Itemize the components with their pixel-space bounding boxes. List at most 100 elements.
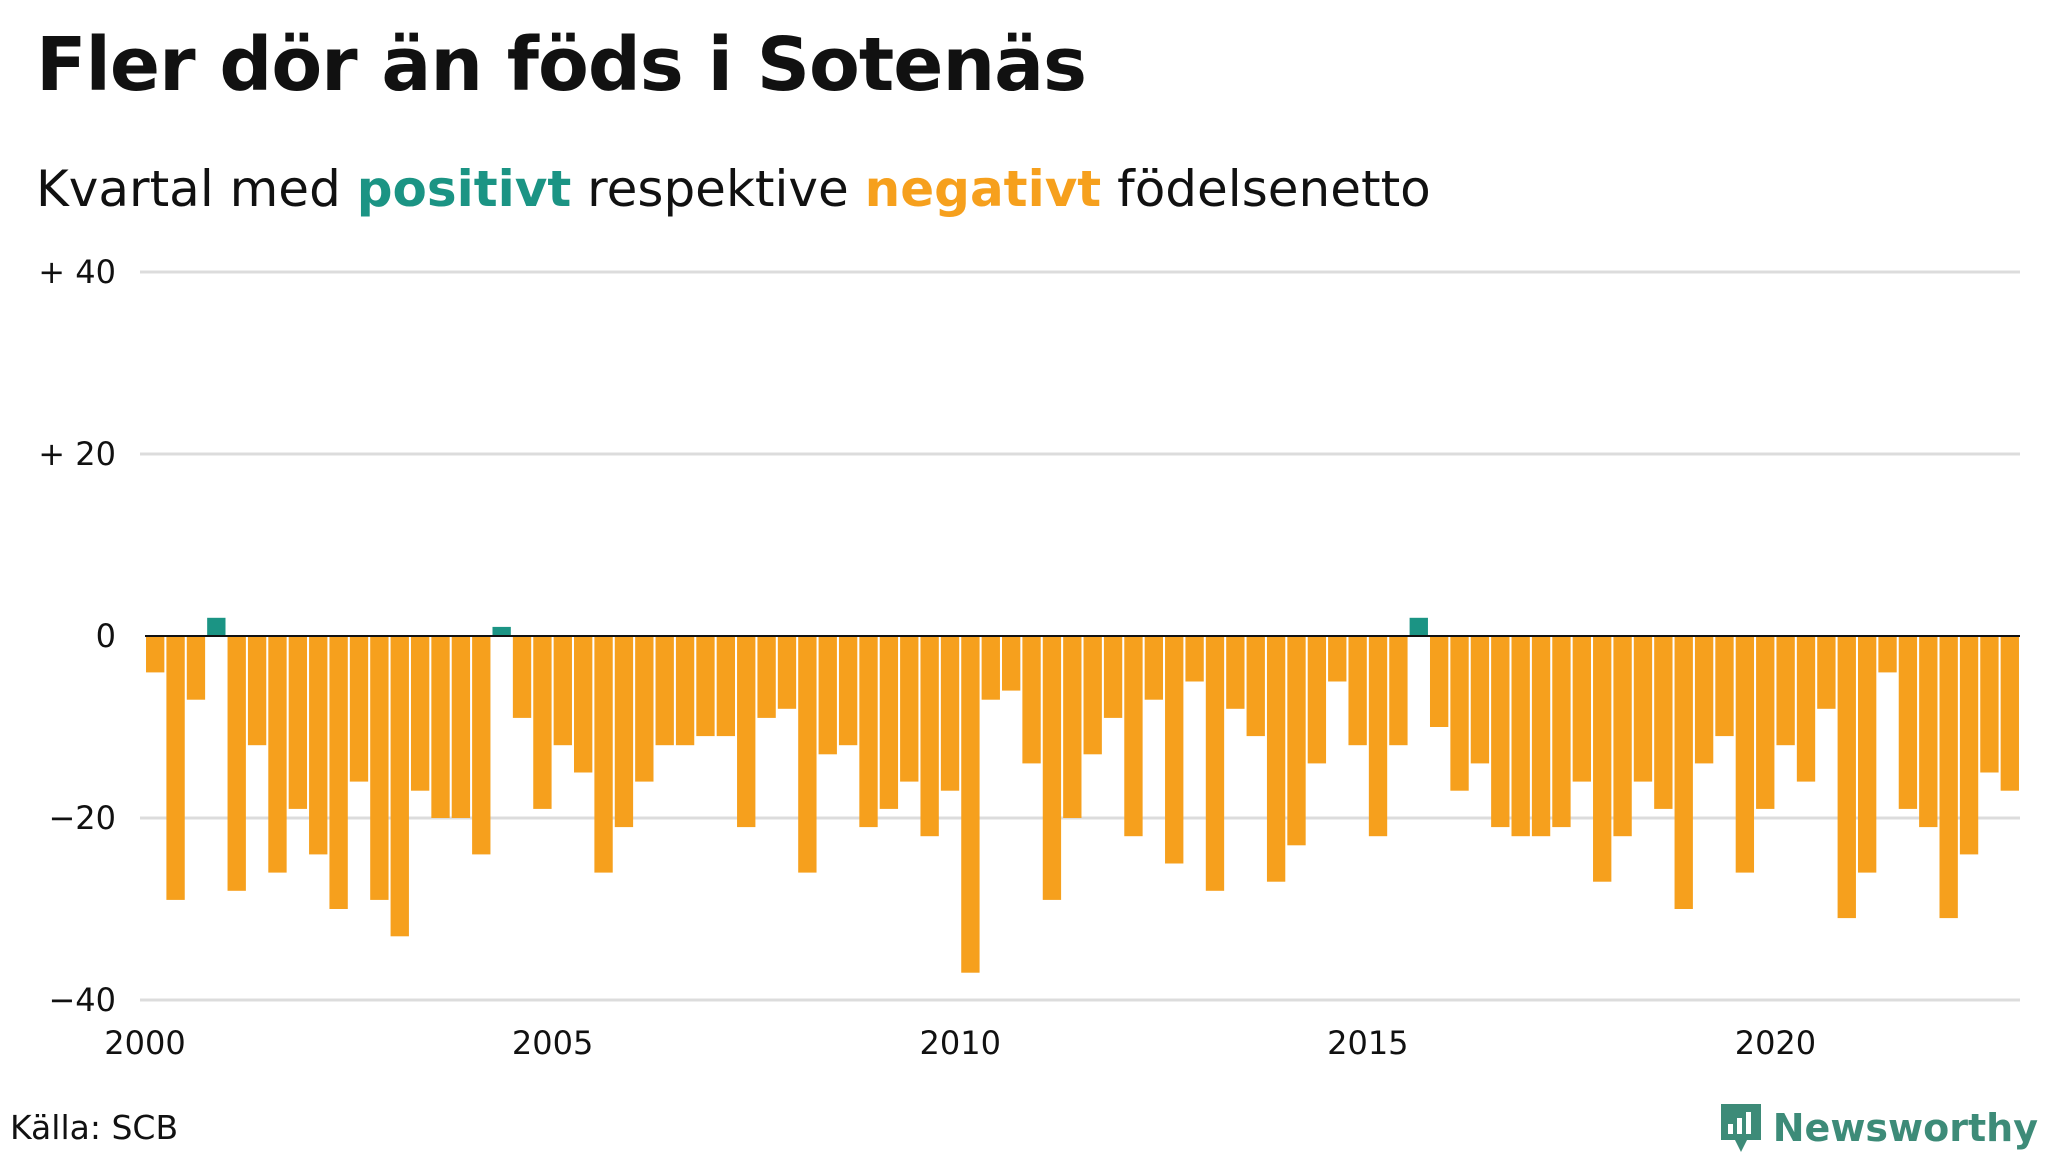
bar-negative xyxy=(1572,636,1591,782)
bar-negative xyxy=(594,636,613,873)
bar-negative xyxy=(1042,636,1062,900)
bar-negative xyxy=(390,636,409,937)
bar-negative xyxy=(920,636,939,837)
bar-negative xyxy=(1511,636,1530,837)
bar-negative xyxy=(410,636,430,791)
bar-negative xyxy=(288,636,308,809)
bar-negative xyxy=(309,636,328,855)
bar-negative xyxy=(1287,636,1306,846)
bar-negative xyxy=(1796,636,1816,782)
bar-negative xyxy=(370,636,389,900)
bar-negative xyxy=(1715,636,1734,737)
bar-negative xyxy=(716,636,736,737)
bar-negative xyxy=(1654,636,1673,809)
bar-negative xyxy=(1633,636,1653,782)
bar-negative xyxy=(696,636,715,737)
bar-negative xyxy=(451,636,471,818)
y-tick-label: + 20 xyxy=(38,435,116,473)
bar-negative xyxy=(2000,636,2019,791)
bar-negative xyxy=(349,636,369,782)
bar-negative xyxy=(1246,636,1265,737)
bar-negative xyxy=(1266,636,1286,882)
bar-negative xyxy=(1674,636,1693,909)
bar-negative xyxy=(186,636,206,700)
bar-negative xyxy=(940,636,960,791)
y-tick-label: + 40 xyxy=(38,253,116,291)
bar-negative xyxy=(1898,636,1918,809)
bar-negative xyxy=(247,636,267,746)
bar-negative xyxy=(818,636,837,755)
bar-negative xyxy=(1552,636,1571,828)
x-tick-label: 2015 xyxy=(1327,1024,1408,1062)
subtitle-middle: respektive xyxy=(571,160,865,218)
bar-chart-logo-icon xyxy=(1720,1104,1761,1152)
brand-name: Newsworthy xyxy=(1772,1106,2038,1150)
bar-positive xyxy=(492,626,511,636)
bar-negative xyxy=(1735,636,1755,873)
bar-negative xyxy=(1919,636,1938,828)
bar-negative xyxy=(1756,636,1775,809)
bar-negative xyxy=(1144,636,1164,700)
y-tick-label: −20 xyxy=(48,799,116,837)
bar-negative xyxy=(961,636,980,973)
bar-negative xyxy=(635,636,654,782)
bar-negative xyxy=(1450,636,1469,791)
bar-negative xyxy=(1185,636,1204,682)
brand-logo: Newsworthy xyxy=(1717,1100,2038,1156)
bar-negative xyxy=(1001,636,1021,691)
bar-negative xyxy=(1694,636,1714,764)
bar-negative xyxy=(737,636,756,828)
subtitle-prefix: Kvartal med xyxy=(36,160,357,218)
x-tick-label: 2010 xyxy=(919,1024,1000,1062)
bar-negative xyxy=(798,636,817,873)
subtitle-positive-label: positivt xyxy=(356,160,572,218)
bar-negative xyxy=(1328,636,1347,682)
bar-negative xyxy=(1368,636,1388,837)
bar-negative xyxy=(1776,636,1795,746)
bar-negative xyxy=(1878,636,1897,673)
bar-negative xyxy=(166,636,185,900)
bar-negative xyxy=(1348,636,1367,746)
bar-negative xyxy=(675,636,695,746)
bar-negative xyxy=(1613,636,1632,837)
bar-negative xyxy=(1205,636,1225,891)
bar-negative xyxy=(1531,636,1551,837)
bar-negative xyxy=(329,636,348,909)
bar-negative xyxy=(1959,636,1979,855)
bar-negative xyxy=(1165,636,1184,864)
bar-negative xyxy=(655,636,674,746)
bar-negative xyxy=(1837,636,1856,919)
bar-negative xyxy=(838,636,858,746)
bar-negative xyxy=(227,636,246,891)
bar-negative xyxy=(900,636,919,782)
subtitle-negative-label: negativt xyxy=(864,160,1102,218)
bar-negative xyxy=(1307,636,1327,764)
bar-negative xyxy=(472,636,491,855)
bar-negative xyxy=(1022,636,1041,764)
x-tick-label: 2020 xyxy=(1735,1024,1816,1062)
bar-negative xyxy=(431,636,450,818)
bar-negative xyxy=(757,636,776,718)
bar-positive xyxy=(207,617,226,636)
bar-negative xyxy=(1939,636,1958,919)
source-note: Källa: SCB xyxy=(10,1108,179,1147)
x-tick-label: 2000 xyxy=(104,1024,185,1062)
bar-negative xyxy=(1083,636,1102,755)
bar-chart: + 40 + 20 0 −20 −40 2000 2005 2010 2015 2020 xyxy=(38,253,2020,1062)
bar-negative xyxy=(1124,636,1143,837)
bar-negative xyxy=(146,636,165,673)
bar-negative xyxy=(1470,636,1490,764)
bar-negative xyxy=(1857,636,1877,873)
bar-negative xyxy=(1491,636,1510,828)
bar-negative xyxy=(1980,636,1999,773)
bar-negative xyxy=(1103,636,1123,718)
bar-negative xyxy=(574,636,593,773)
bar-negative xyxy=(879,636,899,809)
bar-positive xyxy=(1409,617,1428,636)
bar-negative xyxy=(533,636,552,809)
bar-negative xyxy=(268,636,287,873)
y-tick-label: −40 xyxy=(48,981,116,1019)
bar-negative xyxy=(512,636,532,718)
subtitle-suffix: födelsenetto xyxy=(1101,160,1431,218)
chart-title: Fler dör än föds i Sotenäs xyxy=(36,22,1087,108)
